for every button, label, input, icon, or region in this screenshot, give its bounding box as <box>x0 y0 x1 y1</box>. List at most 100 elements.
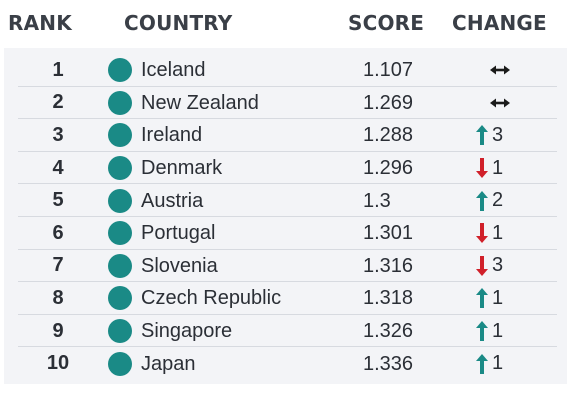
table-row: 1 Iceland 1.107 <box>4 54 567 87</box>
rank-value: 2 <box>52 91 64 114</box>
change-header: CHANGE <box>452 11 547 35</box>
arrow-left-right-icon <box>490 65 510 75</box>
table-row: 4 Denmark 1.296 1 <box>4 152 567 185</box>
rank-cell: 5 <box>4 184 108 217</box>
score-value: 1.336 <box>363 352 414 375</box>
change-cell <box>474 54 534 87</box>
change-value: 1 <box>492 286 504 309</box>
rank-value: 10 <box>46 352 70 375</box>
change-value: 1 <box>492 156 504 179</box>
change-cell: 2 <box>474 184 534 217</box>
score-value: 1.288 <box>363 124 414 147</box>
arrow-up-icon <box>476 125 488 146</box>
rank-cell: 3 <box>4 119 108 152</box>
arrow-down-icon <box>476 223 488 244</box>
change-cell <box>474 87 534 120</box>
ranking-table: 1 Iceland 1.107 2 New Zealand 1.269 3 Ireland 1.… <box>4 48 567 384</box>
row-divider <box>18 215 557 217</box>
arrow-down-icon <box>476 255 488 276</box>
table-row: 3 Ireland 1.288 3 <box>4 119 567 152</box>
row-divider <box>18 346 557 348</box>
table-row: 5 Austria 1.3 2 <box>4 184 567 217</box>
change-cell: 1 <box>474 282 534 315</box>
change-cell: 1 <box>474 217 534 250</box>
country-dot-icon <box>108 58 132 83</box>
country-dot-icon <box>108 319 132 344</box>
country-dot-icon <box>108 156 132 181</box>
country-dot-icon <box>108 286 132 311</box>
country-dot-icon <box>108 253 132 278</box>
score-value: 1.269 <box>363 91 414 114</box>
row-divider <box>18 281 557 283</box>
rank-value: 6 <box>52 221 64 244</box>
change-value: 1 <box>492 352 504 375</box>
change-cell: 1 <box>474 315 534 348</box>
rank-header: RANK <box>8 11 72 35</box>
country-dot-icon <box>108 351 132 376</box>
score-value: 1.326 <box>363 320 414 343</box>
rank-value: 3 <box>52 123 64 146</box>
arrow-up-icon <box>476 288 488 309</box>
country-name: Slovenia <box>141 254 218 277</box>
rank-value: 8 <box>52 286 64 309</box>
arrow-up-icon <box>476 321 488 342</box>
change-cell: 1 <box>474 152 534 185</box>
rank-cell: 10 <box>4 347 108 380</box>
arrow-down-icon <box>476 158 488 179</box>
rank-cell: 8 <box>4 282 108 315</box>
score-value: 1.296 <box>363 157 414 180</box>
score-value: 1.3 <box>363 189 391 212</box>
country-dot-icon <box>108 90 132 115</box>
score-value: 1.318 <box>363 287 414 310</box>
arrow-up-icon <box>476 353 488 374</box>
country-name: Singapore <box>141 320 233 343</box>
country-name: Ireland <box>141 124 203 147</box>
score-value: 1.301 <box>363 222 414 245</box>
rank-cell: 1 <box>4 54 108 87</box>
rank-cell: 2 <box>4 87 108 120</box>
country-name: Iceland <box>141 59 206 82</box>
country-name: Denmark <box>141 157 223 180</box>
rank-value: 7 <box>52 254 64 277</box>
rank-value: 9 <box>52 319 64 342</box>
change-value: 3 <box>492 254 504 277</box>
country-dot-icon <box>108 188 132 213</box>
table-row: 9 Singapore 1.326 1 <box>4 315 567 348</box>
country-dot-icon <box>108 221 132 246</box>
score-value: 1.316 <box>363 254 414 277</box>
rank-cell: 4 <box>4 152 108 185</box>
arrow-up-icon <box>476 190 488 211</box>
row-divider <box>18 118 557 120</box>
change-cell: 1 <box>474 347 534 380</box>
rank-value: 4 <box>52 156 64 179</box>
arrow-left-right-icon <box>490 98 510 108</box>
rank-cell: 9 <box>4 315 108 348</box>
rank-value: 5 <box>52 189 64 212</box>
country-name: Czech Republic <box>141 287 282 310</box>
rank-cell: 6 <box>4 217 108 250</box>
table-row: 6 Portugal 1.301 1 <box>4 217 567 250</box>
rank-cell: 7 <box>4 250 108 283</box>
change-value: 1 <box>492 319 504 342</box>
table-row: 8 Czech Republic 1.318 1 <box>4 282 567 315</box>
country-name: Portugal <box>141 222 216 245</box>
score-value: 1.107 <box>363 59 414 82</box>
table-row: 10 Japan 1.336 1 <box>4 347 567 380</box>
country-name: Japan <box>141 352 196 375</box>
change-cell: 3 <box>474 250 534 283</box>
country-name: New Zealand <box>141 91 259 114</box>
row-divider <box>18 85 557 87</box>
country-name: Austria <box>141 189 204 212</box>
row-divider <box>18 313 557 315</box>
row-divider <box>18 248 557 250</box>
rank-value: 1 <box>52 58 64 81</box>
change-value: 2 <box>492 189 504 212</box>
score-header: SCORE <box>348 11 425 35</box>
country-dot-icon <box>108 123 132 148</box>
row-divider <box>18 150 557 152</box>
table-row: 2 New Zealand 1.269 <box>4 87 567 120</box>
table-header: RANK COUNTRY SCORE CHANGE <box>0 8 571 42</box>
country-header: COUNTRY <box>124 11 233 35</box>
change-value: 3 <box>492 123 504 146</box>
table-row: 7 Slovenia 1.316 3 <box>4 250 567 283</box>
